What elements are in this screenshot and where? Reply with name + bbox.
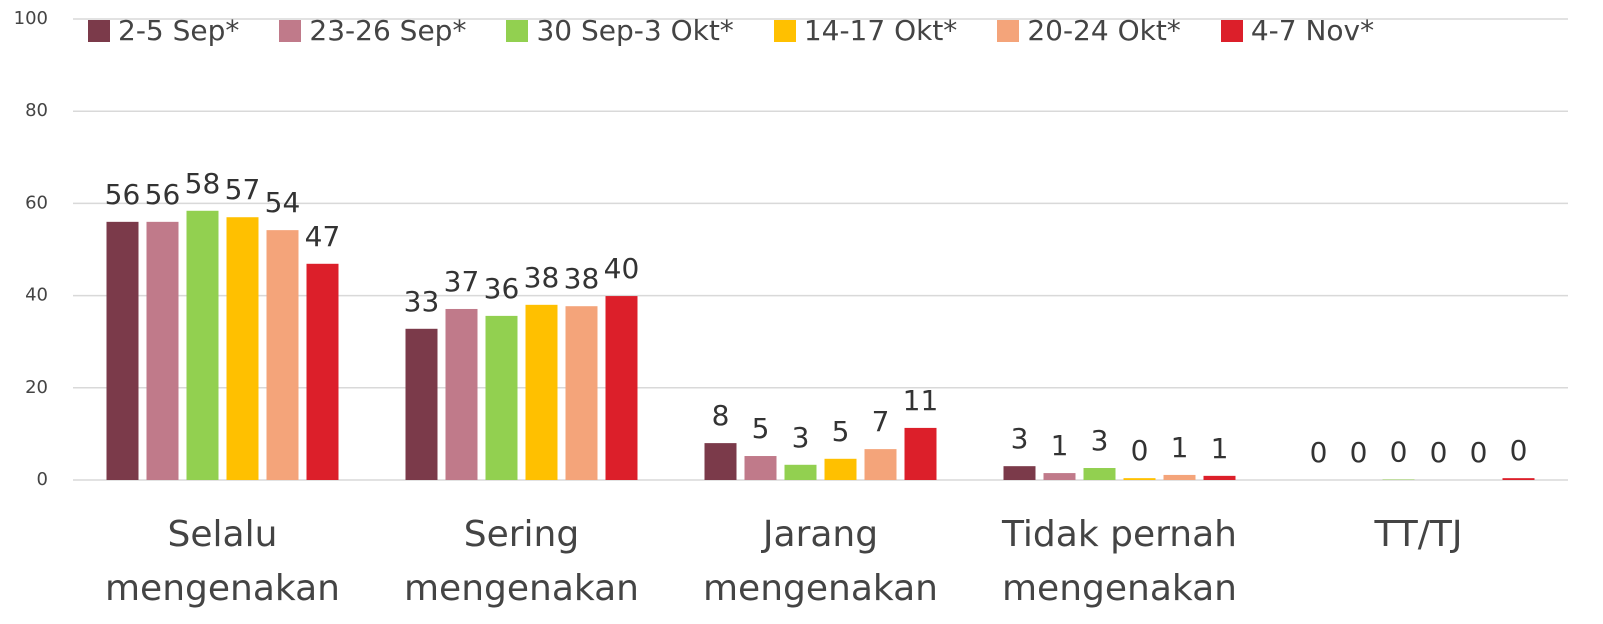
y-tick-label: 0 [37,469,48,490]
bar [106,221,139,480]
data-label: 54 [265,186,301,219]
bar [186,210,219,480]
bar [405,328,438,480]
data-label: 56 [105,178,141,211]
data-label: 5 [752,412,770,445]
x-tick-label: Sering mengenakan [403,514,639,609]
legend-item: 4-7 Nov* [1220,14,1375,47]
data-label: 0 [1310,436,1328,469]
data-label: 1 [1051,429,1069,462]
data-label: 0 [1390,436,1408,469]
data-label: 47 [305,220,341,253]
legend-label: 2-5 Sep* [118,14,240,47]
bar [525,304,558,480]
bar [266,230,299,480]
legend-label: 30 Sep-3 Okt* [536,14,734,47]
bar [1163,474,1196,480]
legend-item: 14-17 Okt* [773,14,958,47]
bar [445,308,478,480]
data-label: 0 [1430,436,1448,469]
legend-label: 4-7 Nov* [1250,14,1375,47]
bar [784,464,817,480]
data-label: 0 [1510,434,1528,467]
data-label: 1 [1171,431,1189,464]
legend-swatch [279,19,302,42]
data-label: 37 [444,265,480,298]
legend-swatch [773,19,796,42]
data-label: 7 [872,405,890,438]
legend-item: 30 Sep-3 Okt* [506,14,734,47]
data-label: 3 [1091,424,1109,457]
legend: 2-5 Sep* 23-26 Sep* 30 Sep-3 Okt* 14-17 Okt… [88,14,1374,47]
legend-swatch [1220,19,1243,42]
bar [864,449,897,480]
bar [226,217,259,481]
bar [1203,475,1236,480]
bar [904,427,937,480]
data-label: 33 [404,285,440,318]
data-label: 0 [1470,436,1488,469]
x-tick-label: Selalu mengenakan [104,514,340,609]
y-tick-label: 60 [25,192,48,213]
data-label: 0 [1131,434,1149,467]
data-label: 38 [564,262,600,295]
data-label: 1 [1211,432,1229,465]
x-tick-label: TT/TJ [1374,514,1463,555]
data-label: 58 [185,167,221,200]
y-tick-label: 80 [25,100,48,121]
data-label: 3 [1011,422,1029,455]
data-label: 38 [524,261,560,294]
bar [485,315,518,480]
data-label: 57 [225,173,261,206]
bar [744,456,777,480]
y-tick-label: 20 [25,377,48,398]
legend-item: 20-24 Okt* [997,14,1181,47]
data-label: 0 [1350,436,1368,469]
data-label: 11 [903,384,939,417]
bar [306,263,339,480]
bar [1003,466,1036,480]
legend-swatch [506,19,529,42]
y-tick-label: 100 [14,8,48,29]
bar [1502,478,1535,480]
legend-swatch [997,19,1020,42]
data-label: 3 [792,421,810,454]
data-label: 40 [604,252,640,285]
bar [1043,473,1076,480]
bar [605,296,638,480]
legend-label: 14-17 Okt* [803,14,958,47]
bar [1083,468,1116,480]
x-tick-label: Jarang mengenakan [702,514,938,609]
legend-item: 23-26 Sep* [279,14,466,47]
bar [1123,478,1156,480]
data-label: 5 [832,415,850,448]
bar [565,306,598,480]
bar [146,221,179,480]
legend-swatch [88,19,110,42]
data-label: 8 [712,399,730,432]
legend-label: 23-26 Sep* [309,14,467,47]
legend-item: 2-5 Sep* [88,14,239,47]
data-label: 56 [145,178,181,211]
bar [704,443,737,480]
bar [824,458,857,480]
y-tick-label: 40 [25,285,48,306]
x-tick-label: Tidak pernah mengenakan [1001,514,1237,609]
data-label: 36 [484,272,520,305]
legend-label: 20-24 Okt* [1027,14,1181,47]
